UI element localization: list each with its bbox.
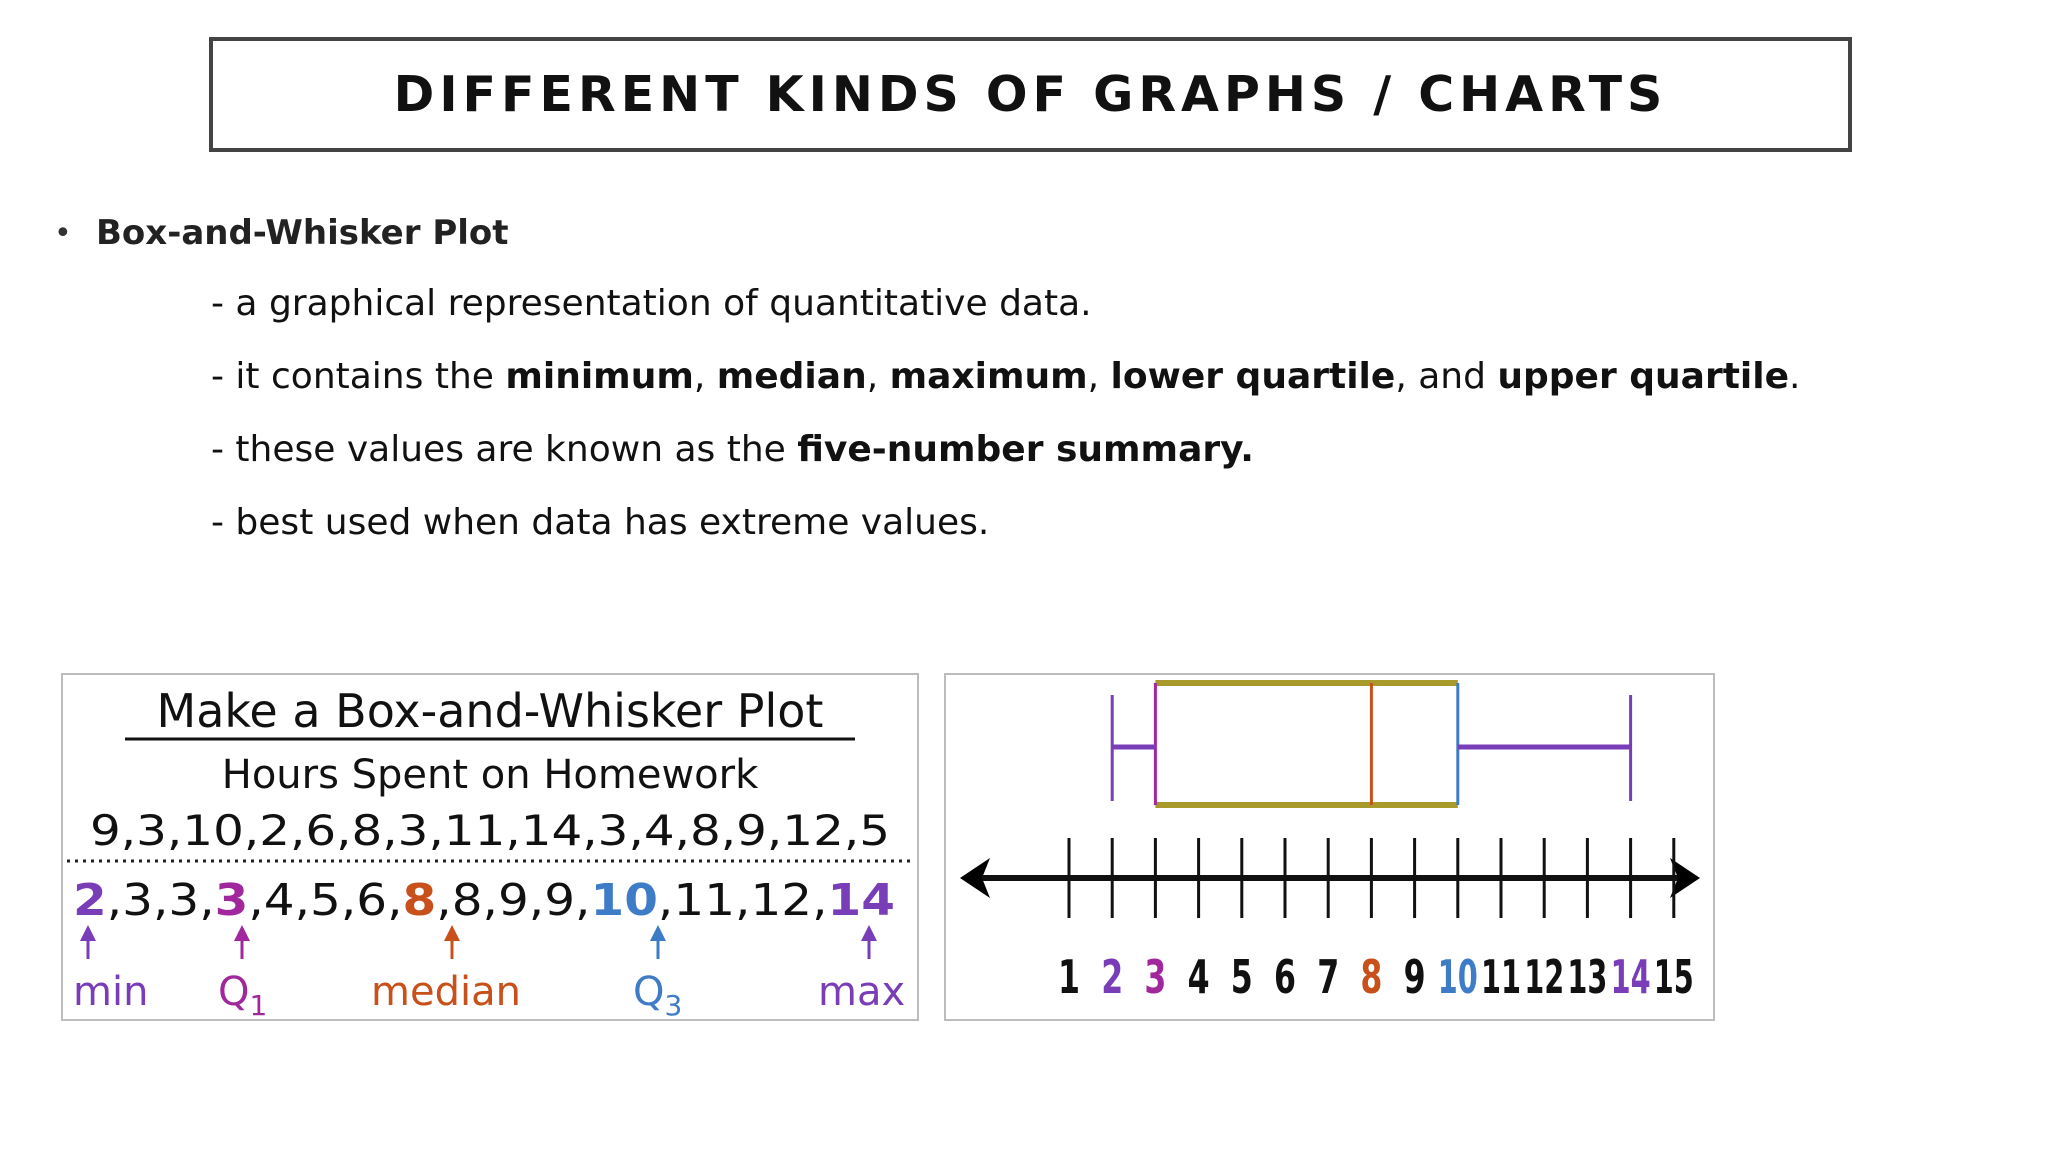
axis-tick-label: 7 [1317, 950, 1339, 1004]
desc-line-1: - a graphical representation of quantita… [211, 282, 1092, 324]
axis-tick-label: 1 [1058, 950, 1080, 1004]
label-min: min [73, 969, 148, 1015]
worksheet-subtitle: Hours Spent on Homework [222, 752, 759, 798]
desc-sep: , [693, 355, 717, 397]
axis-tick-label: 5 [1231, 950, 1253, 1004]
axis-tick-label: 14 [1611, 950, 1651, 1004]
axis-tick-label: 3 [1144, 950, 1166, 1004]
axis-tick-label: 6 [1274, 950, 1296, 1004]
arrow-q3-icon [650, 925, 666, 959]
sorted-seg: ,4,5,6, [248, 875, 402, 926]
label-max: max [818, 969, 905, 1015]
boxplot-chart: 1 2 3 4 5 6 7 8 9 10 11 12 13 14 15 [960, 680, 1700, 1004]
desc-sep: , [1087, 355, 1111, 397]
label-q3: Q3 [633, 969, 682, 1019]
sorted-q3: 10 [590, 875, 657, 926]
desc-sep: , [866, 355, 890, 397]
slide-title: DIFFERENT KINDS OF GRAPHS / CHARTS [393, 66, 1668, 123]
desc-period: . [1789, 355, 1801, 397]
bullet-item: • Box-and-Whisker Plot [54, 210, 509, 256]
axis-left-arrow-icon [960, 858, 990, 898]
bullet-label: Box-and-Whisker Plot [96, 213, 509, 253]
sorted-max: 14 [828, 875, 895, 926]
axis-tick-label: 4 [1188, 950, 1210, 1004]
axis-tick-label: 2 [1101, 950, 1123, 1004]
axis-tick-label: 11 [1481, 950, 1521, 1004]
axis-tick-label: 13 [1567, 950, 1607, 1004]
arrow-q1-icon [234, 925, 250, 959]
label-q3-sub: 3 [664, 989, 682, 1019]
term-five-number-summary: five-number summary. [797, 428, 1254, 470]
arrow-median-icon [444, 925, 460, 959]
slide-title-box: DIFFERENT KINDS OF GRAPHS / CHARTS [209, 37, 1852, 152]
axis-tick-label: 12 [1524, 950, 1564, 1004]
term-minimum: minimum [505, 355, 694, 397]
axis-tick-label: 8 [1360, 950, 1382, 1004]
axis-right-arrow-icon [1670, 858, 1700, 898]
label-q1: Q1 [218, 969, 267, 1019]
worksheet-image: Make a Box-and-Whisker Plot Hours Spent … [61, 673, 919, 1021]
desc-line-3: - these values are known as the five-num… [211, 424, 1254, 474]
axis-tick-label: 15 [1654, 950, 1694, 1004]
sorted-data: 2,3,3, 3,4,5,6, 8,8,9,9, 10,11,12, 14 [73, 875, 895, 926]
bullet-icon: • [54, 215, 72, 251]
sorted-min: 2 [73, 875, 107, 926]
label-q1-letter: Q [218, 969, 249, 1015]
boxplot-image: 1 2 3 4 5 6 7 8 9 10 11 12 13 14 15 [944, 673, 1715, 1021]
sorted-seg: ,3,3, [107, 875, 215, 926]
desc-line-4: - best used when data has extreme values… [211, 501, 990, 543]
number-line: 1 2 3 4 5 6 7 8 9 10 11 12 13 14 15 [960, 838, 1700, 1004]
sorted-q1: 3 [215, 875, 249, 926]
desc-line-2: - it contains the minimum, median, maxim… [211, 351, 1800, 401]
desc-and: , and [1395, 355, 1498, 397]
label-q1-sub: 1 [249, 989, 267, 1019]
arrow-max-icon [861, 925, 877, 959]
axis-tick-label: 10 [1438, 950, 1478, 1004]
sorted-seg: ,11,12, [658, 875, 828, 926]
box-body [1155, 683, 1457, 805]
sorted-median: 8 [403, 875, 437, 926]
term-median: median [716, 355, 867, 397]
boxplot-marks [1110, 680, 1633, 808]
term-maximum: maximum [889, 355, 1088, 397]
label-q3-letter: Q [633, 969, 664, 1015]
sorted-seg: ,8,9,9, [436, 875, 590, 926]
raw-data: 9,3,10,2,6,8,3,11,14,3,4,8,9,12,5 [90, 806, 890, 855]
arrow-min-icon [80, 925, 96, 959]
label-median: median [371, 969, 521, 1015]
worksheet-title: Make a Box-and-Whisker Plot [157, 684, 824, 738]
term-upper-quartile: upper quartile [1497, 355, 1789, 397]
worksheet-svg: Make a Box-and-Whisker Plot Hours Spent … [67, 684, 913, 1019]
term-lower-quartile: lower quartile [1110, 355, 1396, 397]
axis-tick-label: 9 [1404, 950, 1426, 1004]
desc-line-3-prefix: - these values are known as the [211, 428, 798, 470]
desc-line-2-prefix: - it contains the [211, 355, 506, 397]
